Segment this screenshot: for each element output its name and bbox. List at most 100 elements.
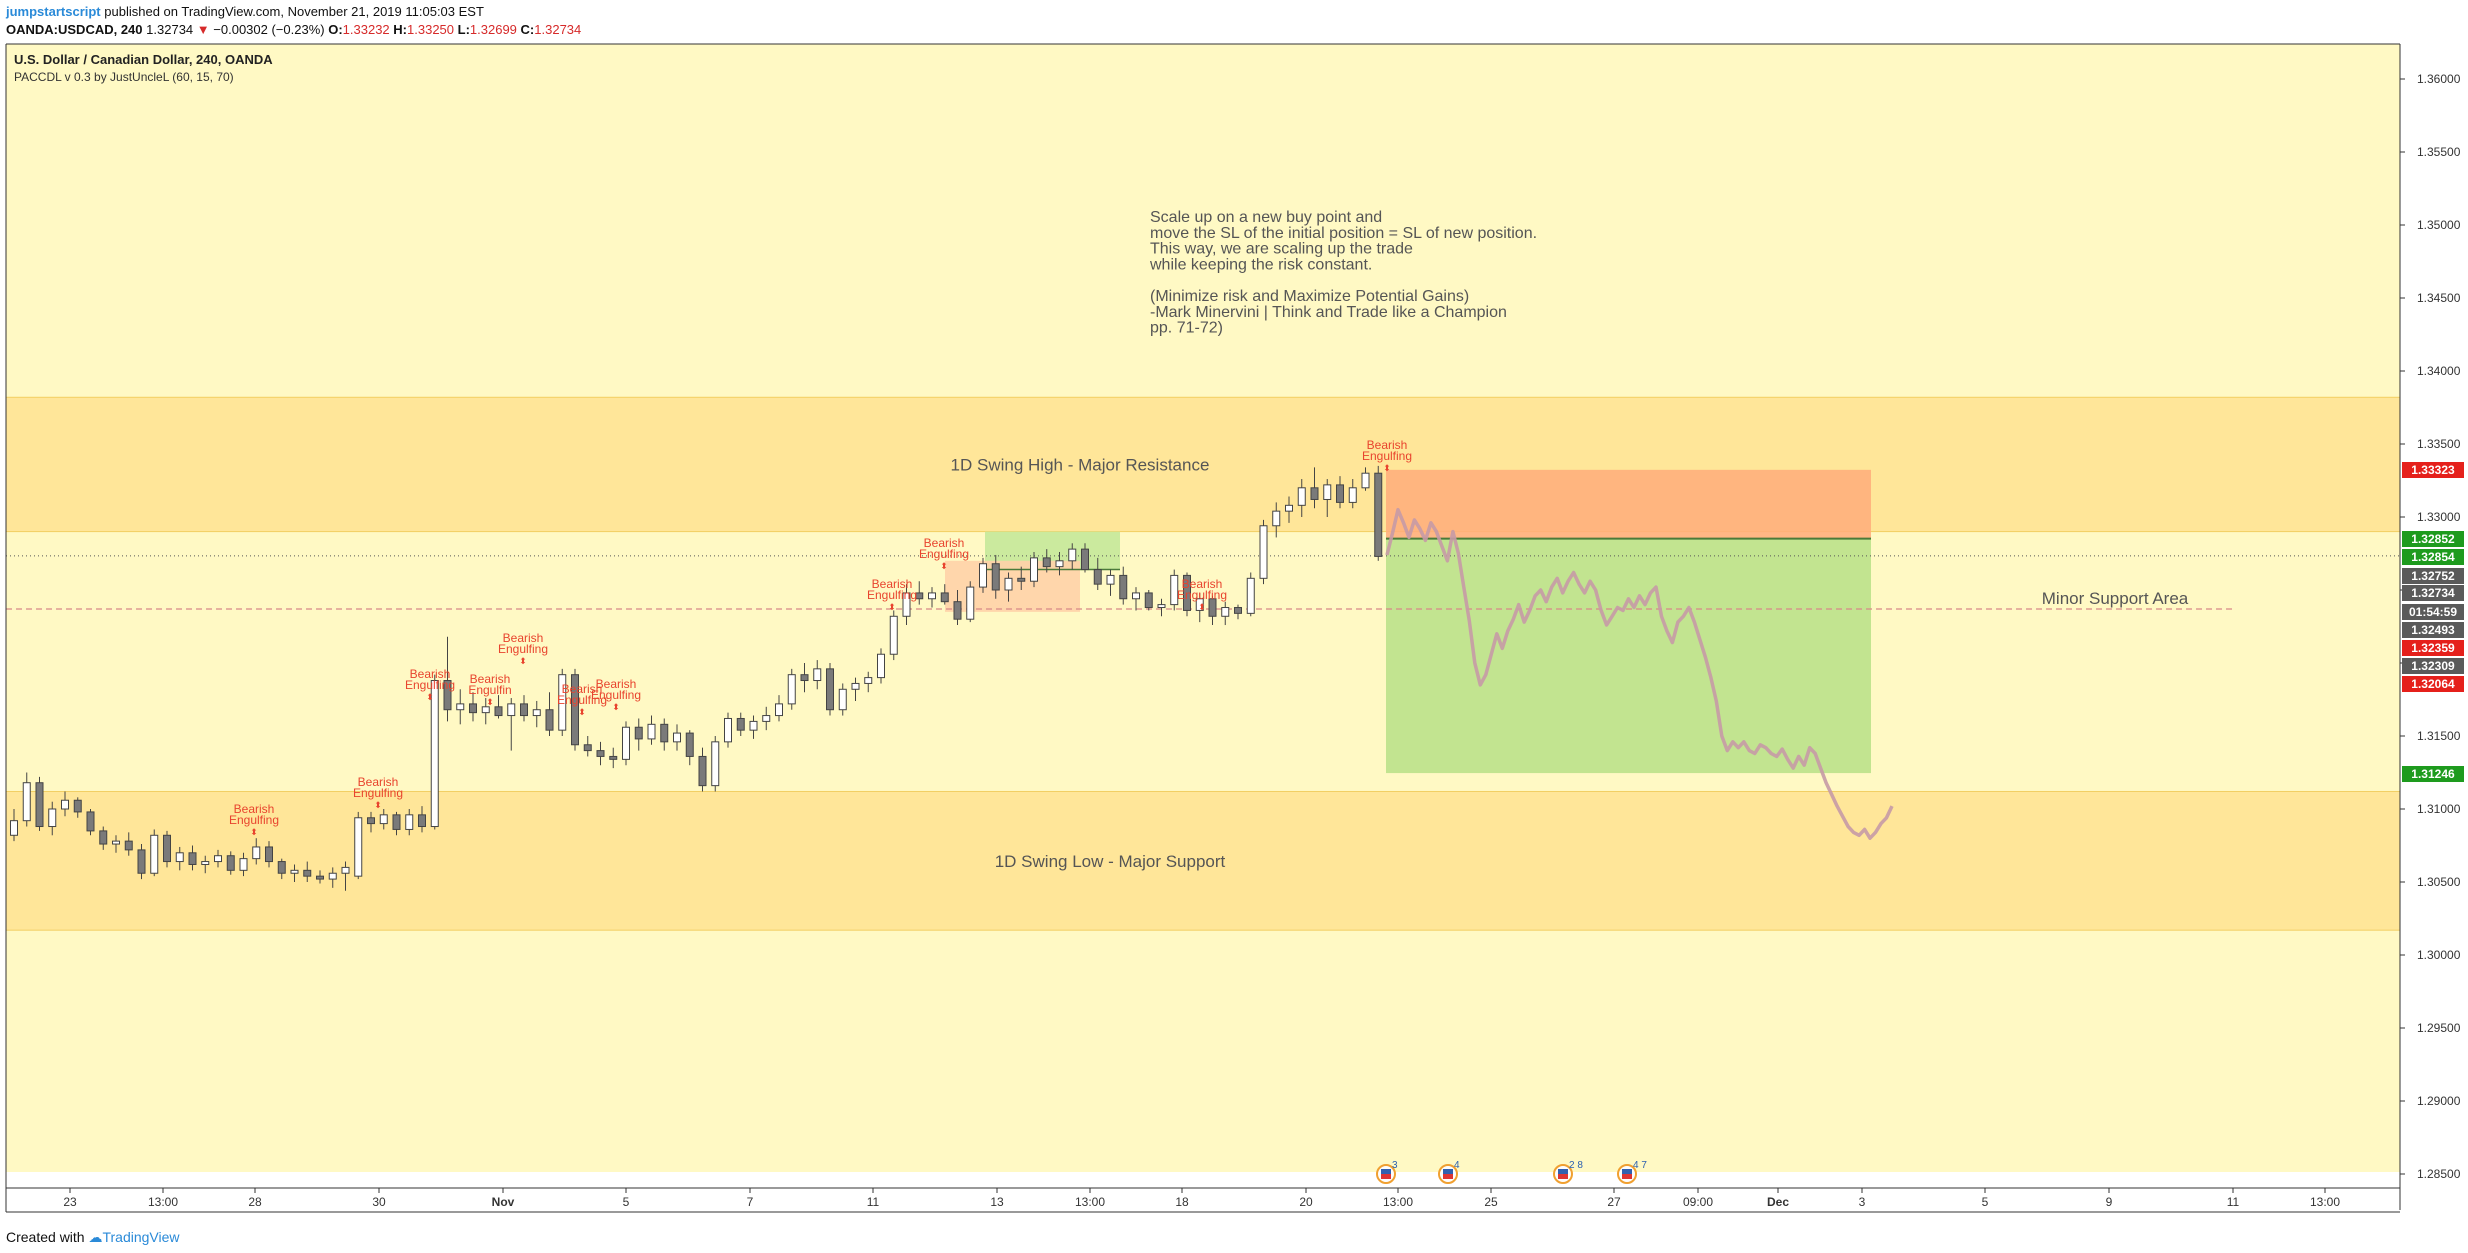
price-tag-bg bbox=[2402, 640, 2464, 656]
pattern-arrow-icon: ⬍ bbox=[519, 656, 527, 666]
price-tag[interactable]: 1.32309 bbox=[2402, 658, 2464, 674]
us-flag-event-icon[interactable]: 4 7 bbox=[1617, 1160, 1647, 1184]
note-line: move the SL of the initial position = SL… bbox=[1150, 225, 1537, 242]
candle bbox=[609, 747, 618, 769]
candle-body bbox=[609, 755, 618, 760]
pattern-label-line1: Bearish bbox=[358, 775, 399, 789]
candle-body bbox=[864, 677, 873, 684]
candle-body bbox=[1068, 548, 1077, 562]
price-tag[interactable]: 1.31246 bbox=[2402, 766, 2464, 782]
candle-body bbox=[915, 592, 924, 600]
price-tag[interactable]: 1.32064 bbox=[2402, 676, 2464, 692]
note-line: pp. 71-72) bbox=[1150, 320, 1223, 337]
candle bbox=[252, 838, 261, 865]
candle-body bbox=[10, 820, 18, 836]
candle bbox=[265, 841, 273, 868]
candle bbox=[1297, 479, 1306, 517]
candle bbox=[1030, 552, 1038, 588]
candle bbox=[1081, 543, 1089, 573]
time-tick-label: 5 bbox=[1982, 1195, 1989, 1209]
candle bbox=[1323, 479, 1332, 517]
candle-body bbox=[711, 741, 720, 787]
candle bbox=[1208, 595, 1217, 626]
price-tag-bg bbox=[2402, 658, 2464, 674]
candle bbox=[1272, 502, 1281, 538]
us-flag-event-icon[interactable]: 2 8 bbox=[1553, 1160, 1583, 1184]
pattern-label-line2: Engulfing bbox=[353, 786, 403, 800]
author-link[interactable]: jumpstartscript bbox=[6, 4, 101, 19]
us-flag-event-icon[interactable]: 3 bbox=[1376, 1160, 1398, 1184]
candle bbox=[1285, 496, 1293, 523]
candle-body bbox=[1336, 484, 1344, 503]
economic-events: 3 4 2 8 4 7 bbox=[1376, 1160, 1647, 1184]
candle-body bbox=[991, 563, 1000, 591]
candle bbox=[456, 689, 465, 725]
price-tick-label: 1.29000 bbox=[2417, 1094, 2461, 1108]
candle-body bbox=[1183, 574, 1191, 611]
candle-body bbox=[762, 715, 771, 722]
candle-body bbox=[392, 814, 401, 830]
pattern-label-line2: Engulfing bbox=[1362, 449, 1412, 463]
price-tag[interactable]: 1.32854 bbox=[2402, 549, 2464, 565]
candle bbox=[201, 855, 210, 874]
candle-body bbox=[175, 852, 184, 863]
take-profit-box bbox=[1386, 538, 1871, 774]
candle bbox=[1221, 601, 1230, 626]
price-tag-label: 1.33323 bbox=[2411, 463, 2455, 477]
indicator-label[interactable]: PACCDL v 0.3 by JustUncleL (60, 15, 70) bbox=[14, 70, 234, 84]
zone-label: 1D Swing High - Major Resistance bbox=[951, 455, 1210, 474]
note-line: This way, we are scaling up the trade bbox=[1150, 241, 1413, 258]
candle-body bbox=[1246, 577, 1255, 614]
candle bbox=[1157, 598, 1166, 617]
price-tag[interactable]: 1.32359 bbox=[2402, 640, 2464, 656]
projection-layer bbox=[1385, 507, 1894, 840]
candle bbox=[864, 671, 873, 693]
price-tag[interactable]: 1.33323 bbox=[2402, 462, 2464, 478]
candle bbox=[316, 870, 324, 884]
note-line: (Minimize risk and Maximize Potential Ga… bbox=[1150, 288, 1469, 305]
price-tag[interactable]: 1.32734 bbox=[2402, 585, 2464, 601]
pattern-label-line2: Engulfing bbox=[229, 813, 279, 827]
candle-body bbox=[443, 680, 452, 711]
price-tag[interactable]: 01:54:59 bbox=[2402, 604, 2464, 620]
price-tag-bg bbox=[2402, 568, 2464, 584]
candle bbox=[775, 695, 783, 722]
price-tag[interactable]: 1.32493 bbox=[2402, 622, 2464, 638]
pattern-label-line2: Engulfing bbox=[1177, 588, 1227, 602]
price-axis[interactable]: 1.36000 1.35500 1.35000 1.34500 1.34000 1.335… bbox=[2399, 44, 2468, 1210]
minor-support-label: Minor Support Area bbox=[2042, 589, 2189, 608]
candle bbox=[367, 811, 375, 833]
candle bbox=[469, 692, 477, 722]
price-tag[interactable]: 1.32852 bbox=[2402, 531, 2464, 547]
published-text: published on TradingView.com, November 2… bbox=[104, 4, 484, 19]
time-axis[interactable]: 23 13:00 28 30 Nov 5 7 11 13 13:00 18 20 13:00 25 27 09… bbox=[5, 43, 2400, 1213]
candle-body bbox=[341, 866, 350, 874]
candle-body bbox=[252, 846, 261, 860]
candle bbox=[1183, 572, 1191, 617]
time-tick-label: 18 bbox=[1175, 1195, 1189, 1209]
candle bbox=[1348, 479, 1357, 509]
created-with-text: Created with bbox=[6, 1229, 85, 1245]
candle-body bbox=[316, 875, 324, 880]
high-value: 1.33250 bbox=[407, 22, 455, 37]
time-tick-label: 09:00 bbox=[1683, 1195, 1713, 1209]
candle-body bbox=[1310, 487, 1319, 500]
candle-body bbox=[99, 830, 108, 845]
candle-body bbox=[596, 750, 605, 757]
candle-body bbox=[877, 653, 885, 679]
candle-body bbox=[1017, 577, 1026, 582]
candle bbox=[520, 695, 528, 722]
zone-band bbox=[5, 396, 2401, 533]
candle-body bbox=[813, 668, 822, 682]
us-flag-event-icon[interactable]: 4 bbox=[1438, 1160, 1460, 1184]
price-tag[interactable]: 1.32752 bbox=[2402, 568, 2464, 584]
pattern-labels-layer: BearishEngulfing⬍BearishEngulfing⬍Bearis… bbox=[229, 438, 1412, 837]
price-tag-bg bbox=[2402, 585, 2464, 601]
tradingview-link[interactable]: TradingView bbox=[102, 1229, 180, 1245]
